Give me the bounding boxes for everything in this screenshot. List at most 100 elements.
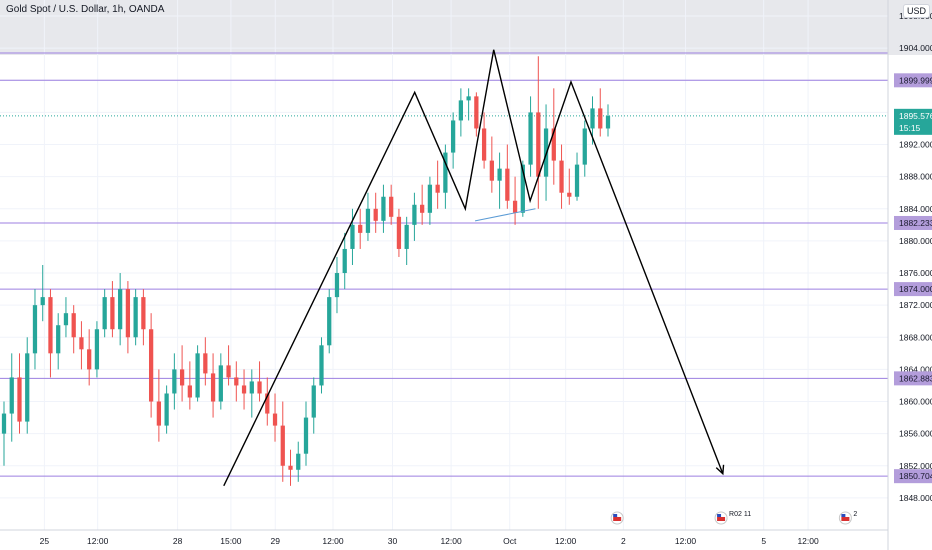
- candle-body: [481, 128, 487, 161]
- level-price-tag: [894, 469, 932, 484]
- candle-body: [210, 373, 216, 402]
- event-badge: 2: [853, 511, 857, 518]
- time-tick-label: Oct: [503, 536, 517, 546]
- price-tick-label: 1864.000: [899, 364, 932, 374]
- candle-body: [133, 297, 138, 338]
- flag-stripe: [717, 517, 726, 521]
- currency-button[interactable]: USD: [903, 4, 931, 18]
- candle-body: [435, 184, 440, 193]
- candle-body: [156, 401, 162, 426]
- candle-body: [1, 413, 7, 434]
- drawings[interactable]: [223, 49, 725, 487]
- candle-body: [56, 325, 61, 354]
- flag-canton: [841, 514, 846, 517]
- flag-canton: [717, 514, 722, 517]
- event-flag-1-icon[interactable]: [610, 511, 624, 525]
- candle-body: [257, 381, 262, 394]
- level-price-tag: [894, 73, 932, 88]
- time-tick-label: 5: [761, 536, 766, 546]
- time-tick-label: 30: [388, 536, 398, 546]
- candle-body: [172, 369, 177, 394]
- candle-body: [334, 273, 340, 298]
- candle-body: [598, 108, 603, 129]
- candle-body: [551, 128, 556, 161]
- candle-body: [187, 385, 192, 398]
- trendline[interactable]: [474, 208, 536, 222]
- time-tick-label: 12:00: [87, 536, 109, 546]
- top-band: [0, 0, 932, 55]
- time-tick-label: 12:00: [675, 536, 697, 546]
- candle-body: [94, 329, 100, 370]
- candle-body: [412, 204, 417, 225]
- candle-body: [272, 413, 278, 426]
- candle-body: [466, 96, 471, 101]
- event-badge: R02 11: [729, 511, 751, 518]
- level-price-label: 1850.704: [899, 471, 932, 481]
- candle-body: [319, 345, 324, 386]
- candle-body: [396, 216, 402, 249]
- candle-body: [559, 160, 564, 193]
- level-price-label: 1882.233: [899, 218, 932, 228]
- price-tick-label: 1860.000: [899, 397, 932, 407]
- time-axis[interactable]: 25 12:00 28 15:00 29 12:00 30 12:00 Oct 12:00 2 12:…: [0, 529, 888, 546]
- candle-body: [249, 381, 254, 394]
- price-tick-label: 1852.000: [899, 461, 932, 471]
- candle-body: [427, 184, 433, 213]
- flag-stripe: [613, 517, 622, 521]
- candle-body: [582, 128, 587, 165]
- candle-body: [311, 385, 316, 418]
- event-flag-2-icon[interactable]: R02 11: [714, 511, 751, 525]
- candle-body: [203, 353, 208, 374]
- current-price-tag: [894, 108, 932, 135]
- candle-body: [25, 353, 30, 422]
- grid: [0, 0, 888, 530]
- pattern-drawing[interactable]: [223, 49, 724, 487]
- current-price-label: 1895.576: [899, 111, 932, 121]
- candle-body: [489, 160, 494, 181]
- candle-body: [528, 112, 533, 165]
- candle-body: [17, 377, 22, 422]
- event-flag-3-icon[interactable]: 2: [838, 511, 857, 525]
- candle-body: [63, 313, 69, 326]
- level-price-tag: [894, 282, 932, 297]
- candle-body: [342, 248, 347, 274]
- candle-body: [148, 329, 154, 402]
- countdown-label: 15:15: [899, 123, 921, 133]
- level-price-tag: [894, 215, 932, 230]
- candle-body: [87, 349, 92, 370]
- candle-body: [226, 365, 231, 378]
- candle-body: [40, 297, 45, 306]
- candle-body: [327, 297, 332, 346]
- candle-body: [365, 208, 371, 233]
- candle-body: [497, 168, 502, 181]
- candle-body: [450, 120, 456, 153]
- horizontal-levels[interactable]: [0, 52, 888, 477]
- candle-body: [420, 204, 425, 213]
- price-tick-label: 1880.000: [899, 236, 932, 246]
- level-price-tag: [894, 371, 932, 386]
- candle-body: [303, 417, 309, 454]
- price-tick-label: 1904.000: [899, 43, 932, 53]
- candle-body: [79, 337, 84, 350]
- candle-body: [296, 453, 301, 470]
- candle-body: [32, 305, 38, 354]
- axis-labels: 1899.999 1882.233 1874.000 1862.883 1850.704…: [894, 73, 932, 484]
- candle-body: [102, 297, 107, 330]
- candle-body: [179, 369, 185, 386]
- candle-body: [234, 377, 239, 386]
- candle-body: [389, 196, 394, 217]
- price-tick-label: 1888.000: [899, 172, 932, 182]
- candle-body: [288, 465, 293, 470]
- time-tick-label: 12:00: [797, 536, 819, 546]
- candle-body: [141, 297, 146, 330]
- time-tick-label: 12:00: [555, 536, 577, 546]
- candle-body: [48, 297, 53, 354]
- time-tick-label: 15:00: [220, 536, 242, 546]
- event-icons[interactable]: R02 11 2: [610, 511, 857, 525]
- arrow-head: [715, 464, 725, 476]
- candle-body: [118, 289, 123, 330]
- candle-body: [574, 164, 580, 197]
- level-price-label: 1862.883: [899, 373, 932, 383]
- candle-body: [381, 196, 386, 221]
